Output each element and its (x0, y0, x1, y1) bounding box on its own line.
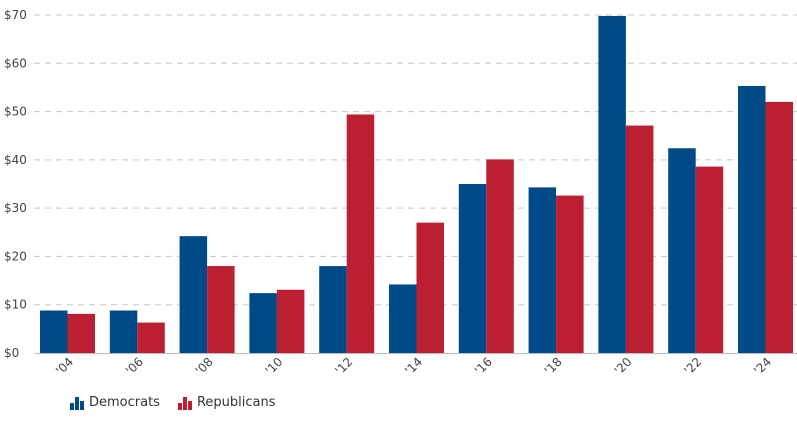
legend-item-democrats[interactable]: Democrats (70, 395, 160, 410)
bar-republicans-6[interactable] (486, 159, 514, 353)
y-tick-label: $50 (4, 105, 27, 119)
bar-democrats-8[interactable] (598, 15, 626, 353)
democrats-bar-icon (70, 396, 84, 410)
legend-item-republicans[interactable]: Republicans (177, 395, 276, 410)
x-tick-label: '20 (612, 355, 635, 378)
bar-republicans-0[interactable] (67, 313, 96, 353)
bar-republicans-5[interactable] (416, 222, 445, 353)
bar-democrats-3[interactable] (249, 293, 277, 353)
bar-democrats-1[interactable] (109, 310, 138, 353)
x-tick-label: '22 (681, 355, 704, 378)
bar-democrats-10[interactable] (738, 85, 766, 353)
y-tick-label: $70 (4, 8, 27, 22)
bar-democrats-9[interactable] (668, 148, 696, 353)
bar-republicans-10[interactable] (765, 101, 794, 354)
y-tick-label: $30 (4, 201, 27, 215)
x-tick-label: '04 (53, 355, 76, 378)
x-tick-label: '10 (263, 355, 286, 378)
bars (40, 15, 794, 354)
bar-republicans-1[interactable] (137, 322, 165, 353)
x-tick-label: '24 (751, 355, 774, 378)
legend: Democrats Republicans (70, 395, 276, 410)
bar-republicans-8[interactable] (625, 125, 654, 354)
x-tick-label: '14 (402, 355, 425, 378)
y-tick-label: $40 (4, 153, 27, 167)
legend-label-republicans: Republicans (196, 395, 276, 410)
y-axis-ticks: $0 $10 $20 $30 $40 $50 $60 $70 (4, 8, 27, 360)
bar-democrats-0[interactable] (40, 310, 68, 353)
bar-republicans-4[interactable] (346, 114, 375, 354)
x-tick-label: '18 (542, 355, 565, 378)
y-tick-label: $10 (4, 298, 27, 312)
bar-republicans-2[interactable] (207, 266, 235, 353)
bar-democrats-2[interactable] (179, 236, 208, 353)
x-tick-label: '08 (193, 355, 216, 378)
y-tick-label: $0 (4, 346, 19, 360)
bar-republicans-7[interactable] (556, 195, 584, 353)
y-tick-label: $60 (4, 56, 27, 70)
bar-republicans-9[interactable] (695, 166, 724, 353)
x-tick-label: '06 (123, 355, 146, 378)
bar-republicans-3[interactable] (276, 289, 305, 353)
y-tick-label: $20 (4, 249, 27, 263)
x-tick-label: '16 (472, 355, 495, 378)
x-tick-label: '12 (332, 355, 355, 378)
bar-democrats-5[interactable] (389, 284, 417, 353)
republicans-bar-icon (177, 396, 192, 410)
legend-label-democrats: Democrats (89, 395, 160, 410)
bar-democrats-6[interactable] (458, 184, 487, 353)
bar-democrats-7[interactable] (528, 187, 557, 353)
x-axis-ticks: '04 '06 '08 '10 '12 '14 '16 '18 '20 '22 '24 (53, 355, 774, 378)
bar-democrats-4[interactable] (319, 266, 347, 353)
